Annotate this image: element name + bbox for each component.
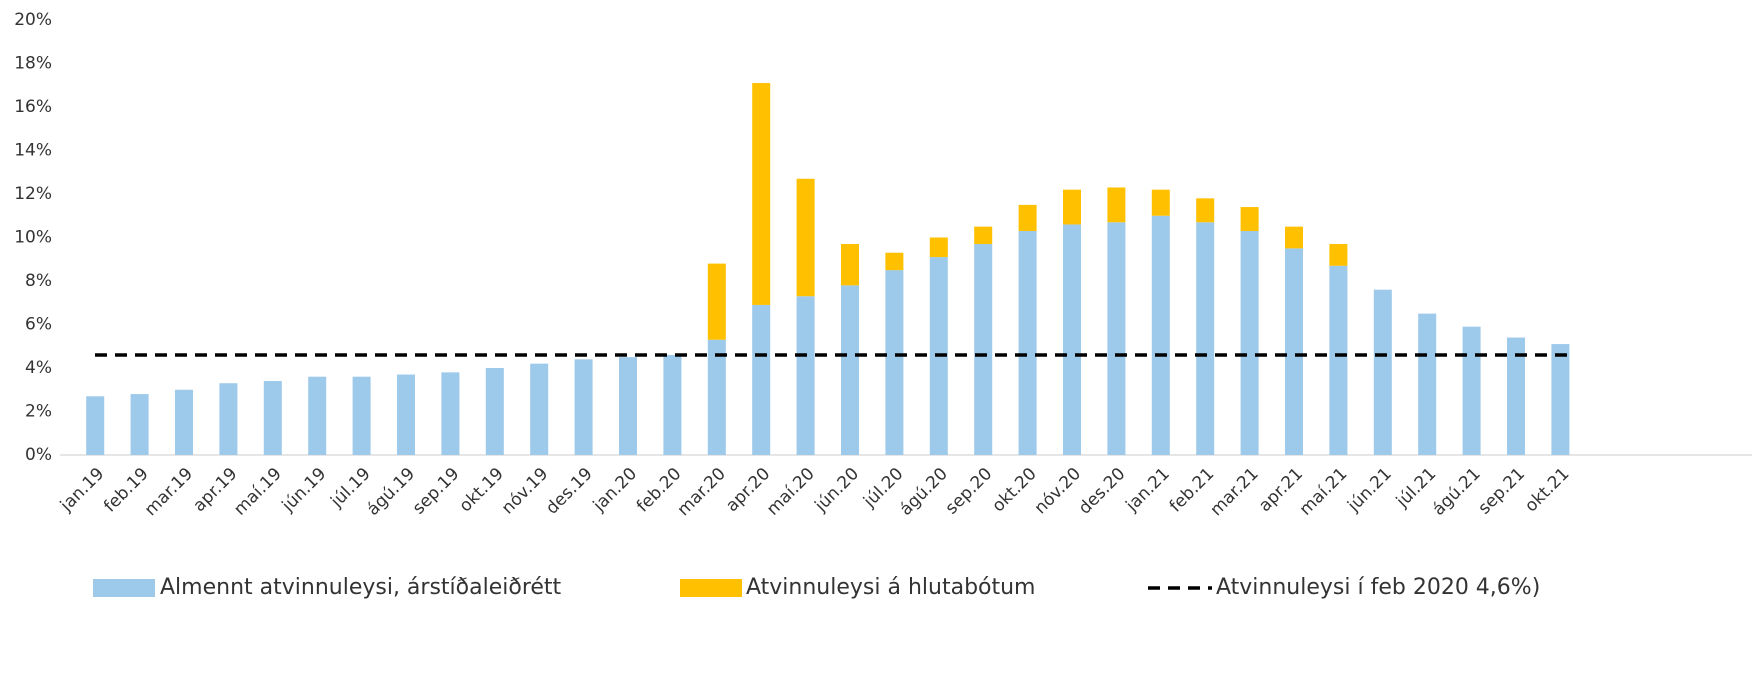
bar-segment: [929, 237, 948, 258]
x-tick-label: jan.19: [56, 464, 108, 516]
x-tick-label: nóv.19: [498, 464, 552, 518]
x-tick-label: ágú.20: [896, 464, 952, 520]
bar-segment: [1107, 187, 1126, 223]
bar-segment: [841, 285, 859, 455]
y-tick-label: 12%: [14, 184, 52, 204]
bar-segment: [1240, 230, 1259, 455]
bar-segment: [885, 270, 904, 455]
bar-segment: [574, 359, 593, 455]
x-tick-label: maí.21: [1296, 464, 1352, 520]
bar-segment: [308, 376, 327, 455]
bar-segment: [441, 372, 460, 455]
bar-segment: [1151, 215, 1170, 455]
bar-segment: [796, 178, 815, 297]
x-tick-label: okt.20: [988, 464, 1040, 516]
bar-segment: [1551, 344, 1570, 455]
bar-segment: [974, 226, 993, 245]
bar-segment: [219, 383, 238, 455]
x-tick-label: jún.21: [1343, 464, 1396, 517]
bar-segment: [1063, 189, 1081, 225]
y-tick-label: 6%: [25, 315, 52, 335]
bar-segment: [86, 396, 105, 455]
bar-segment: [841, 244, 859, 286]
bar-segment: [752, 83, 771, 305]
x-tick-label: okt.19: [456, 464, 508, 516]
legend-label: Almennt atvinnuleysi, árstíðaleiðrétt: [160, 575, 562, 600]
bar-segment: [485, 368, 504, 455]
x-tick-label: mar.21: [1206, 464, 1262, 520]
y-tick-label: 2%: [25, 402, 52, 422]
bar-segment: [1063, 224, 1081, 455]
legend-swatch: [680, 579, 742, 597]
bar-segment: [1373, 289, 1392, 455]
bar-segment: [707, 263, 726, 340]
bar-segment: [530, 363, 549, 455]
bar-segment: [619, 357, 637, 455]
bar-segment: [263, 381, 282, 455]
bar-segment: [974, 244, 993, 455]
bar-segment: [1018, 230, 1037, 455]
x-tick-label: maí.19: [230, 464, 286, 520]
bar-segment: [397, 374, 415, 455]
legend-swatch: [93, 579, 155, 597]
x-tick-label: ágú.19: [363, 464, 419, 520]
legend-label: Atvinnuleysi í feb 2020 4,6%): [1216, 575, 1540, 600]
bar-segment: [796, 296, 815, 455]
bar-segment: [175, 389, 193, 455]
bar-segment: [130, 394, 149, 455]
bar-segment: [885, 252, 904, 271]
x-tick-label: nóv.20: [1031, 464, 1085, 518]
y-tick-label: 14%: [14, 141, 52, 161]
x-tick-label: sep.21: [1475, 464, 1530, 519]
x-tick-label: jún.19: [278, 464, 331, 517]
x-tick-label: maí.20: [763, 464, 819, 520]
x-tick-label: jún.20: [811, 464, 864, 517]
y-tick-label: 4%: [25, 358, 52, 378]
bar-segment: [1151, 189, 1170, 216]
y-tick-label: 10%: [14, 228, 52, 248]
legend-label: Atvinnuleysi á hlutabótum: [746, 575, 1036, 600]
y-tick-label: 16%: [14, 97, 52, 117]
bar-segment: [1507, 337, 1525, 455]
bar-segment: [663, 354, 682, 455]
x-tick-label: sep.19: [409, 464, 464, 519]
bar-segment: [1107, 222, 1126, 455]
y-tick-label: 18%: [14, 54, 52, 74]
bar-segment: [1329, 244, 1348, 266]
y-tick-label: 20%: [14, 10, 52, 30]
x-tick-label: mar.20: [674, 464, 730, 520]
bar-segment: [752, 304, 771, 455]
bar-segment: [1285, 248, 1303, 455]
x-tick-label: des.20: [1075, 464, 1130, 519]
bar-segment: [1240, 207, 1259, 231]
x-tick-label: des.19: [542, 464, 597, 519]
y-tick-label: 8%: [25, 271, 52, 291]
bar-segment: [1285, 226, 1303, 249]
x-tick-label: jan.20: [589, 464, 641, 516]
x-tick-label: mar.19: [141, 464, 197, 520]
x-tick-label: ágú.21: [1429, 464, 1485, 520]
x-tick-label: sep.20: [942, 464, 997, 519]
bar-segment: [1196, 222, 1215, 455]
bar-segment: [1462, 326, 1481, 455]
x-tick-label: jan.21: [1122, 464, 1174, 516]
bar-segment: [707, 339, 726, 455]
bar-segment: [1018, 204, 1037, 231]
bar-segment: [1196, 198, 1215, 223]
bar-segment: [352, 376, 371, 455]
y-tick-label: 0%: [25, 445, 52, 465]
bar-segment: [1329, 265, 1348, 455]
x-tick-label: okt.21: [1521, 464, 1573, 516]
bar-segment: [1418, 313, 1437, 455]
